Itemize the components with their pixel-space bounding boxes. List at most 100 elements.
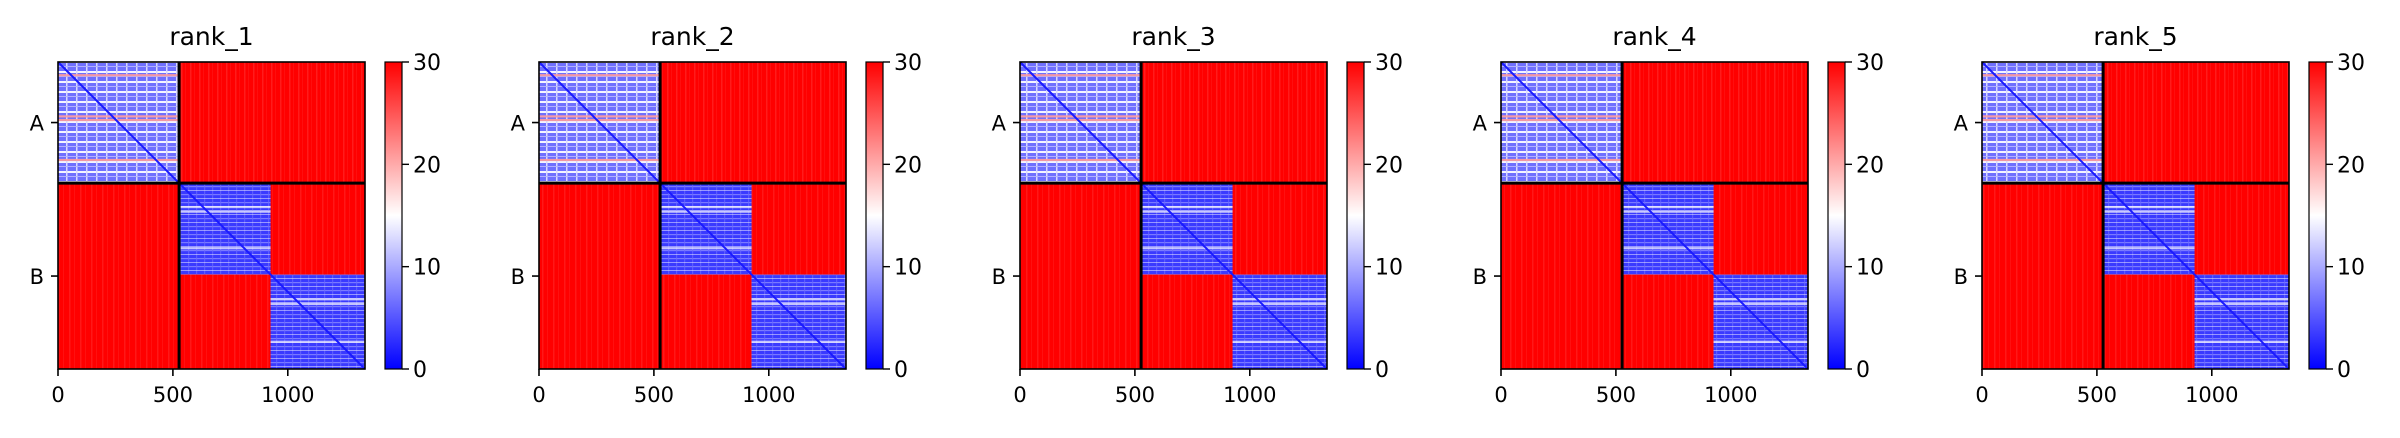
domain-stripe xyxy=(179,247,271,250)
colorbar-tick-label: 0 xyxy=(894,358,908,383)
domain-stripe xyxy=(751,340,846,343)
domain-stripe xyxy=(539,158,661,162)
chart-panel-3: rank_3 A B 0 500 1000 0 10 20 30 xyxy=(992,22,1403,407)
domain-stripe xyxy=(1501,115,1623,118)
domain-stripe xyxy=(751,302,846,306)
heatmap-block xyxy=(660,62,846,184)
heatmap-block xyxy=(179,62,365,184)
y-tick-label: B xyxy=(992,265,1006,289)
x-tick-label: 500 xyxy=(634,383,674,407)
domain-stripe xyxy=(1982,74,2104,77)
plot-frame xyxy=(57,61,366,370)
domain-stripe xyxy=(1622,247,1714,250)
colorbar-tick-label: 20 xyxy=(1856,153,1884,178)
colorbar-tick-label: 0 xyxy=(413,358,427,383)
domain-stripe xyxy=(1232,340,1327,343)
domain-stripe xyxy=(1622,205,1714,209)
domain-stripe xyxy=(1713,298,1808,301)
heatmap-block xyxy=(58,183,180,369)
domain-stripe xyxy=(1232,298,1327,301)
domain-stripe xyxy=(58,158,180,162)
domain-stripe xyxy=(270,340,365,343)
heatmap xyxy=(1500,61,1809,370)
diagonal-line xyxy=(1981,61,2290,370)
colorbar-tick-label: 0 xyxy=(2337,358,2351,383)
plot-frame xyxy=(1981,61,2290,370)
x-tick-label: 500 xyxy=(2077,383,2117,407)
colorbar xyxy=(1347,62,1364,369)
colorbar-tick-label: 10 xyxy=(1856,256,1884,281)
heatmap-block xyxy=(539,183,661,369)
colorbar-tick-label: 10 xyxy=(894,256,922,281)
colorbar-frame xyxy=(2308,61,2327,370)
y-tick-label: A xyxy=(30,112,45,136)
domain-stripe xyxy=(1141,247,1233,250)
heatmap-block xyxy=(1141,62,1327,184)
heatmap-block xyxy=(1982,183,2104,369)
domain-stripe xyxy=(1982,118,2104,122)
domain-stripe xyxy=(1982,115,2104,118)
chart-panel-2: rank_2 A B 0 500 1000 0 10 20 30 xyxy=(511,22,922,407)
diagonal-line xyxy=(1500,61,1809,370)
chart-title: rank_4 xyxy=(1612,22,1696,51)
colorbar-tick-label: 30 xyxy=(2337,51,2365,76)
domain-stripe xyxy=(1020,118,1142,122)
x-tick-label: 500 xyxy=(153,383,193,407)
colorbar xyxy=(2309,62,2326,369)
colorbar-tick-label: 0 xyxy=(1375,358,1389,383)
domain-stripe xyxy=(660,210,752,213)
domain-stripe xyxy=(1982,158,2104,162)
chart-title: rank_3 xyxy=(1131,22,1215,51)
domain-stripe xyxy=(2194,298,2289,301)
domain-stripe xyxy=(1501,158,1623,162)
colorbar-tick-label: 30 xyxy=(894,51,922,76)
domain-stripe xyxy=(1501,74,1623,77)
y-tick-label: A xyxy=(1473,112,1488,136)
chart-title: rank_2 xyxy=(650,22,734,51)
domain-stripe xyxy=(179,210,271,213)
domain-stripe xyxy=(58,118,180,122)
colorbar xyxy=(866,62,883,369)
y-tick-label: A xyxy=(511,112,526,136)
domain-stripe xyxy=(1141,210,1233,213)
x-tick-label: 0 xyxy=(51,383,64,407)
domain-stripe xyxy=(1141,205,1233,209)
domain-stripe xyxy=(660,205,752,209)
heatmap-block xyxy=(1622,62,1808,184)
colorbar-tick-label: 10 xyxy=(413,256,441,281)
domain-stripe xyxy=(1501,118,1623,122)
colorbar-tick-label: 20 xyxy=(413,153,441,178)
domain-stripe xyxy=(539,115,661,118)
domain-stripe xyxy=(1020,115,1142,118)
domain-stripe xyxy=(539,74,661,77)
plot-frame xyxy=(1500,61,1809,370)
colorbar-frame xyxy=(384,61,403,370)
domain-stripe xyxy=(1020,74,1142,77)
diagonal-line xyxy=(57,61,366,370)
y-tick-label: B xyxy=(30,265,44,289)
y-tick-label: B xyxy=(1954,265,1968,289)
colorbar-tick-label: 30 xyxy=(413,51,441,76)
chart-title: rank_1 xyxy=(169,22,253,51)
domain-stripe xyxy=(58,74,180,77)
colorbar-tick-label: 30 xyxy=(1856,51,1884,76)
x-tick-label: 1000 xyxy=(742,383,795,407)
domain-stripe xyxy=(270,298,365,301)
diagonal-line xyxy=(538,61,847,370)
plot-frame xyxy=(538,61,847,370)
colorbar-tick-label: 20 xyxy=(1375,153,1403,178)
y-tick-label: A xyxy=(992,112,1007,136)
colorbar-tick-label: 30 xyxy=(1375,51,1403,76)
chart-panel-4: rank_4 A B 0 500 1000 0 10 20 30 xyxy=(1473,22,1884,407)
x-tick-label: 500 xyxy=(1115,383,1155,407)
x-tick-label: 0 xyxy=(532,383,545,407)
x-tick-label: 1000 xyxy=(261,383,314,407)
domain-stripe xyxy=(1713,302,1808,306)
x-tick-label: 0 xyxy=(1013,383,1026,407)
x-tick-label: 0 xyxy=(1975,383,1988,407)
domain-stripe xyxy=(1713,340,1808,343)
heatmap xyxy=(538,61,847,370)
colorbar-tick-label: 0 xyxy=(1856,358,1870,383)
heatmap xyxy=(1981,61,2290,370)
